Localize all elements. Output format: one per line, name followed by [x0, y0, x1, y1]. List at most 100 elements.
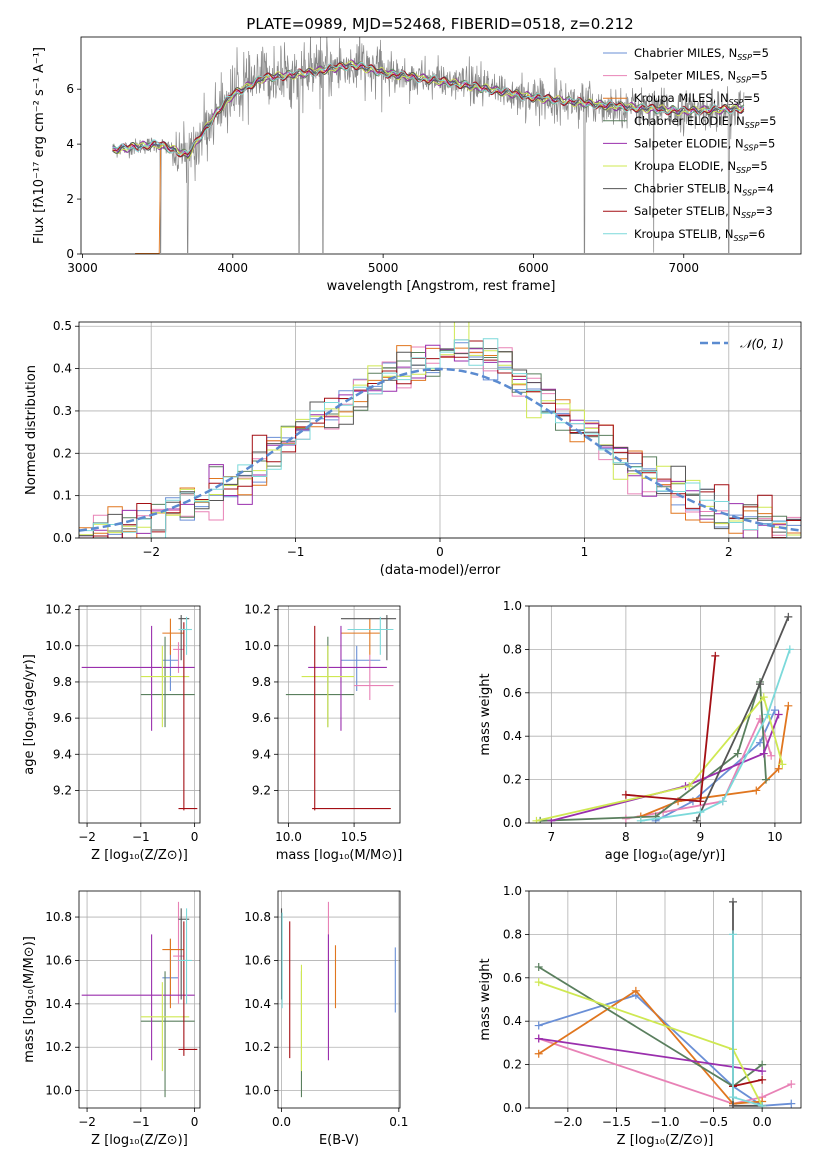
axes-border [277, 605, 401, 824]
y-tick-label: 0.4 [503, 1014, 522, 1028]
y-tick-label: 10.8 [45, 910, 72, 924]
y-axis-label: age [log₁₀(age/yr)] [22, 654, 37, 775]
weight-marker [534, 1021, 543, 1030]
y-tick-label: 0.4 [53, 362, 72, 376]
legend-label: 𝒩(0, 1) [740, 337, 784, 351]
axes-border [80, 36, 802, 255]
x-tick-label: −1.0 [650, 1115, 679, 1129]
y-tick-label: 9.8 [252, 675, 271, 689]
plot-marks [112, 37, 745, 254]
y-tick-label: 4 [66, 137, 74, 151]
weight-marker [758, 1067, 767, 1076]
weight-marker [685, 782, 694, 791]
x-tick-label: 2 [725, 545, 733, 559]
weight-marker [532, 816, 541, 823]
y-tick-label: 10.6 [244, 953, 271, 967]
y-tick-label: 10.2 [45, 1040, 72, 1054]
weight-marker [733, 749, 742, 758]
plot-area [278, 606, 400, 823]
y-tick-label: 10.0 [45, 1084, 72, 1098]
weight-line [732, 1078, 763, 1088]
x-tick-label: 0 [436, 545, 444, 559]
plot-marks [81, 615, 198, 811]
x-tick-label: −1 [287, 545, 305, 559]
y-axis-label: mass [log₁₀(M/M⊙)] [22, 936, 37, 1063]
weight-line [536, 695, 784, 822]
weight-marker [784, 701, 793, 710]
weight-marker [759, 693, 768, 702]
plot-marks [534, 897, 796, 1108]
weight-marker [729, 1093, 737, 1102]
weight-line [538, 1037, 763, 1072]
weight-line [538, 989, 763, 1105]
y-tick-label: 9.2 [53, 783, 72, 797]
weight-line [538, 1037, 792, 1105]
plot-area [529, 606, 801, 823]
plot-area [79, 606, 200, 823]
y-tick-label: 10.2 [244, 1040, 271, 1054]
axes-border [78, 605, 201, 824]
weight-marker [692, 816, 701, 823]
weight-marker [787, 1080, 796, 1089]
axes-border [78, 890, 201, 1109]
weight-marker [787, 1099, 796, 1108]
axes-frame: 7 8 9 10 0.0 0.2 0.4 0.6 0.8 1.0 age [log₁₀(age/yr… [478, 599, 802, 863]
legend-label: Salpeter STELIB, NSSP=3 [634, 204, 773, 220]
model-spectrum [112, 62, 745, 158]
y-tick-label: 0 [66, 247, 74, 261]
x-tick-label: −2.0 [553, 1115, 582, 1129]
x-tick-label: 10.0 [275, 830, 302, 844]
normal-curve [79, 367, 801, 532]
x-tick-label: 5000 [368, 261, 399, 275]
weight-marker [636, 816, 645, 823]
weight-marker [718, 797, 727, 806]
x-tick-label: 0 [191, 830, 199, 844]
x-tick-label: 10.5 [341, 830, 368, 844]
y-tick-label: 10.0 [244, 639, 271, 653]
x-tick-label: 0.0 [753, 1115, 772, 1129]
y-tick-label: 0.0 [503, 1101, 522, 1115]
axes-frame: 10.0 10.5 9.2 9.4 9.6 9.8 10.0 10.2 mass [log₁₀(… [244, 603, 402, 863]
weight-marker [785, 645, 794, 654]
panel-mass_vs_Z: −2 −1 0 10.0 10.2 10.4 10.6 10.8 Z [log₁₀(Z/Z⊙)]… [22, 890, 201, 1148]
plot-marks [81, 901, 198, 1098]
axes-border [528, 605, 802, 824]
weight-marker [729, 930, 737, 939]
panel-age_vs_Z: −2 −1 0 9.2 9.4 9.6 9.8 10.0 10.2 Z [log₁₀(Z/Z⊙)]… [22, 603, 201, 863]
y-tick-label: 9.8 [53, 675, 72, 689]
histogram-step [79, 338, 801, 538]
weight-marker [756, 738, 765, 747]
x-tick-label: 1 [581, 545, 589, 559]
weight-marker [631, 986, 640, 995]
x-axis-label: Z [log₁₀(Z/Z⊙)] [91, 1133, 188, 1148]
x-axis-label: Z [log₁₀(Z/Z⊙)] [617, 1133, 714, 1148]
weight-marker [621, 814, 630, 823]
y-tick-label: 1.0 [503, 599, 522, 613]
weight-marker [729, 1101, 737, 1108]
plot-marks [280, 901, 396, 1098]
y-tick-label: 0.4 [503, 729, 522, 743]
y-tick-label: 0.1 [53, 489, 72, 503]
y-tick-label: 0.0 [503, 816, 522, 830]
legend-label: Chabrier ELODIE, NSSP=5 [634, 114, 776, 130]
axes-border [277, 890, 401, 1109]
axes-frame: −2 −1 0 10.0 10.2 10.4 10.6 10.8 Z [log₁₀(Z/Z⊙)]… [22, 890, 201, 1148]
weight-marker [752, 786, 761, 795]
weight-marker [534, 1034, 543, 1043]
plot-area [278, 891, 400, 1108]
x-tick-label: −2 [142, 545, 160, 559]
x-axis-label: age [log₁₀(age/yr)] [605, 848, 726, 863]
y-tick-label: 9.4 [53, 747, 72, 761]
plot-marks [79, 322, 801, 538]
y-tick-label: 0.6 [503, 686, 522, 700]
y-tick-label: 9.2 [252, 783, 271, 797]
weight-marker [759, 749, 768, 758]
x-tick-label: 0 [191, 1115, 199, 1129]
y-tick-label: 0.2 [503, 773, 522, 787]
weight-marker [770, 706, 779, 715]
x-tick-label: −1.5 [602, 1115, 631, 1129]
figure-title: PLATE=0989, MJD=52468, FIBERID=0518, z=0… [246, 15, 633, 33]
weight-line [551, 714, 780, 822]
x-tick-label: −1 [132, 1115, 150, 1129]
